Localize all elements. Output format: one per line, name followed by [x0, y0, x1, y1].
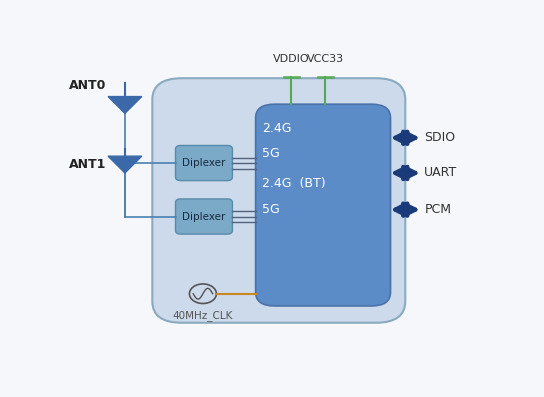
Text: Diplexer: Diplexer — [182, 158, 226, 168]
Text: 5G: 5G — [262, 203, 280, 216]
Polygon shape — [108, 96, 142, 114]
Text: 2.4G  (BT): 2.4G (BT) — [262, 177, 325, 190]
Text: ANT0: ANT0 — [69, 79, 106, 92]
FancyBboxPatch shape — [152, 78, 405, 323]
Text: PCM: PCM — [424, 203, 452, 216]
FancyBboxPatch shape — [176, 199, 232, 234]
Text: 5G: 5G — [262, 146, 280, 160]
FancyBboxPatch shape — [256, 104, 391, 306]
Text: SDIO: SDIO — [424, 131, 455, 145]
FancyBboxPatch shape — [176, 145, 232, 181]
Polygon shape — [108, 156, 142, 173]
Text: Diplexer: Diplexer — [182, 212, 226, 222]
Text: VDDIO: VDDIO — [273, 54, 310, 64]
Text: ANT1: ANT1 — [69, 158, 106, 171]
Text: UART: UART — [424, 166, 458, 179]
Text: VCC33: VCC33 — [307, 54, 344, 64]
Text: 40MHz_CLK: 40MHz_CLK — [173, 310, 233, 321]
Text: 2.4G: 2.4G — [262, 122, 292, 135]
